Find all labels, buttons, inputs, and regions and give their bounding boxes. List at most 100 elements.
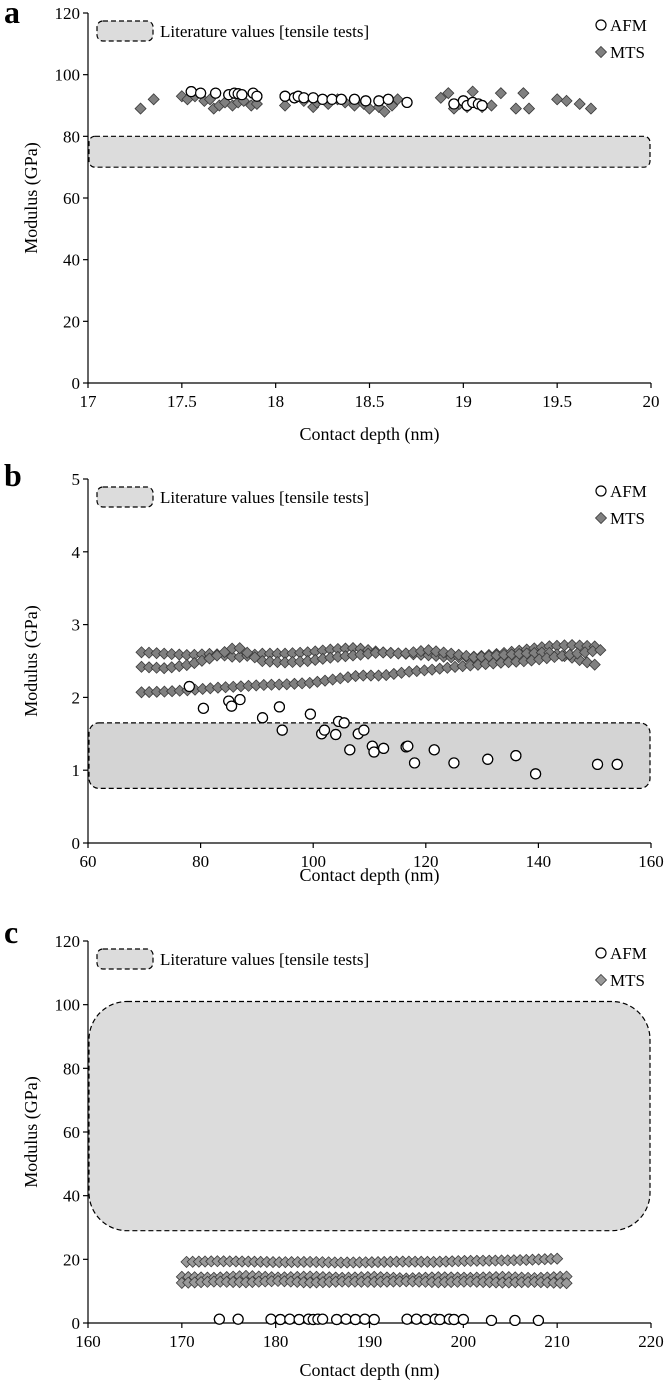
y-tick-label: 0 [72, 1314, 81, 1333]
y-tick-label: 60 [63, 1123, 80, 1142]
x-tick-label: 160 [638, 852, 664, 871]
y-tick-label: 0 [72, 834, 81, 853]
mts-point [147, 93, 160, 106]
afm-point [529, 768, 542, 780]
afm-point [251, 90, 263, 102]
afm-point [382, 93, 394, 105]
mts-point [165, 648, 178, 661]
legend-mts-marker [594, 973, 608, 987]
afm-point [274, 1313, 286, 1326]
y-tick-label: 80 [63, 127, 80, 146]
y-tick-label: 1 [72, 761, 81, 780]
afm-point [316, 93, 329, 105]
mts-point [584, 102, 598, 115]
mts-point [452, 648, 465, 661]
legend-afm-label: AFM [610, 482, 647, 501]
y-tick-label: 20 [63, 312, 80, 331]
mts-point [560, 1277, 573, 1290]
band-legend-swatch [96, 486, 154, 508]
legend-afm-marker [595, 947, 607, 959]
afm-point [611, 758, 623, 770]
band-legend-label: Literature values [tensile tests] [160, 950, 369, 969]
mts-point [437, 646, 450, 659]
afm-point [197, 702, 210, 714]
afm-point [276, 724, 288, 736]
band-legend-label: Literature values [tensile tests] [160, 488, 369, 507]
afm-point [532, 1314, 545, 1327]
afm-point [510, 750, 522, 762]
afm-point [359, 1313, 371, 1325]
chart-a-svg: 0 20 40 60 80 100 120 17 17.5 18 18.5 19 19.5 20 Conta… [21, 4, 660, 445]
legend-afm-marker [595, 485, 607, 497]
legend-mts-label: MTS [610, 509, 645, 528]
mts-point [250, 97, 263, 111]
mts-point [594, 644, 607, 657]
mts-point [142, 646, 156, 659]
afm-point [348, 93, 361, 105]
mts-point [509, 102, 522, 115]
y-tick-label: 100 [55, 66, 81, 85]
x-tick-label: 18 [267, 392, 284, 411]
afm-point [408, 757, 421, 769]
afm-point [331, 1313, 343, 1326]
legend-mts-marker [594, 511, 608, 525]
legend-afm-marker [595, 19, 607, 31]
literature-band [88, 722, 651, 790]
x-tick-label: 180 [263, 1332, 289, 1351]
afm-point [273, 701, 286, 713]
chart-panel-b: b 0 1 2 3 4 5 60 80 100 120 140 160 Contact depth (n… [0, 457, 669, 903]
afm-point [293, 1313, 305, 1326]
x-tick-label: 60 [80, 852, 97, 871]
band-legend-swatch [96, 20, 154, 42]
mts-point [517, 87, 530, 100]
afm-point [434, 1313, 446, 1326]
y-axis-label: Modulus (GPa) [21, 605, 42, 717]
mts-point [434, 91, 447, 104]
mts-point [445, 647, 458, 660]
y-tick-label: 2 [72, 688, 81, 707]
y-tick-label: 3 [72, 616, 81, 635]
x-axis-label: Contact depth (nm) [300, 424, 440, 445]
panel-letter: b [4, 457, 22, 493]
afm-point [401, 1313, 413, 1325]
afm-point [234, 693, 246, 706]
mts-point [173, 648, 186, 661]
y-tick-label: 4 [72, 543, 81, 562]
x-tick-label: 18.5 [355, 392, 385, 411]
y-tick-label: 120 [55, 932, 81, 951]
afm-point [358, 724, 370, 736]
x-tick-label: 200 [451, 1332, 477, 1351]
afm-point [298, 92, 310, 104]
x-axis-label: Contact depth (nm) [300, 1360, 440, 1381]
afm-point [195, 87, 207, 99]
afm-point [236, 89, 248, 101]
literature-band [88, 1000, 651, 1232]
mts-point [551, 1252, 564, 1265]
afm-point [225, 700, 238, 712]
x-tick-label: 19.5 [542, 392, 572, 411]
afm-point [448, 1313, 460, 1326]
afm-point [368, 746, 380, 758]
legend-afm-label: AFM [610, 944, 647, 963]
afm-point [485, 1314, 498, 1327]
afm-point [448, 757, 460, 769]
afm-point [330, 728, 342, 741]
x-tick-label: 190 [357, 1332, 383, 1351]
mts-point [135, 646, 148, 659]
afm-point [210, 87, 222, 99]
band-legend-label: Literature values [tensile tests] [160, 22, 369, 41]
literature-band [88, 135, 651, 168]
x-tick-label: 80 [192, 852, 209, 871]
x-tick-label: 140 [526, 852, 552, 871]
x-tick-label: 220 [638, 1332, 664, 1351]
mts-point [422, 644, 435, 657]
chart-panel-a: a 0 20 40 60 80 100 120 17 17.5 18 18.5 19 19.5 20 Con… [0, 0, 669, 460]
y-tick-label: 20 [63, 1250, 80, 1269]
y-axis-label: Modulus (GPa) [21, 142, 42, 254]
mts-point [158, 647, 171, 660]
afm-point [377, 742, 390, 754]
afm-point [307, 92, 319, 104]
afm-point [410, 1313, 423, 1325]
afm-point [318, 724, 331, 736]
afm-point [482, 753, 494, 765]
